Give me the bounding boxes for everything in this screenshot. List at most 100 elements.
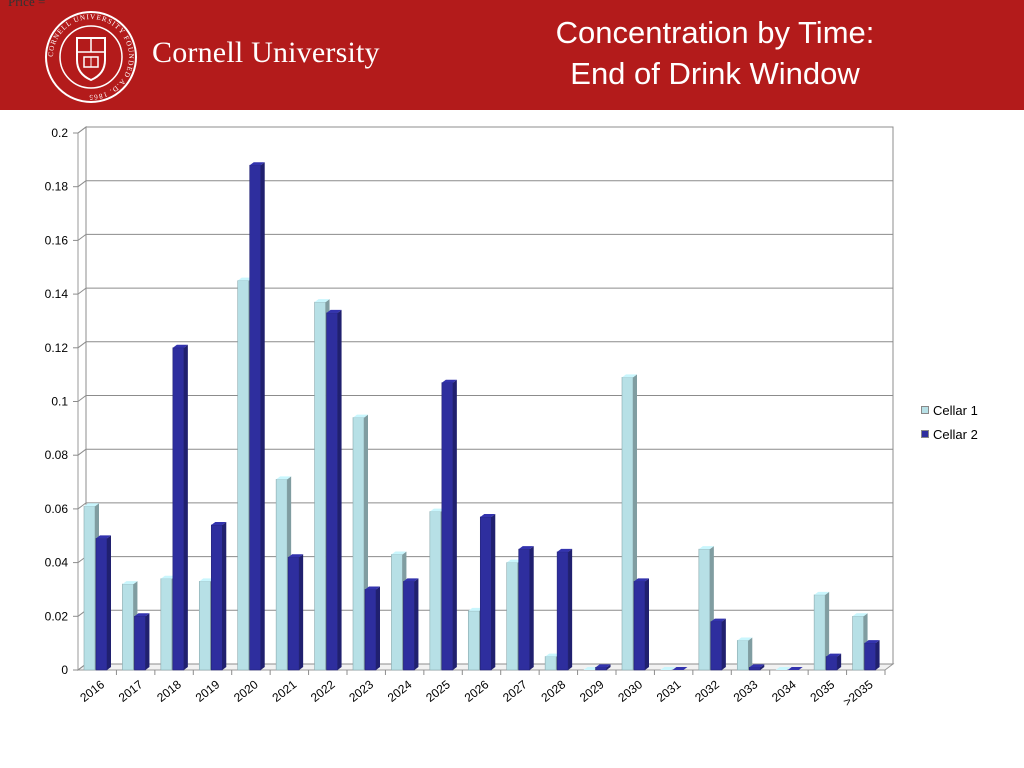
header-banner: Price = CORNELL UNIVERSITY FOUNDED A.D. … bbox=[0, 0, 1024, 110]
bar-cellar-1 bbox=[736, 640, 749, 671]
bar-top-cellar-2 bbox=[557, 548, 573, 552]
bar-cellar-2 bbox=[479, 516, 492, 671]
bar-top-cellar-2 bbox=[634, 578, 649, 582]
bar-side-cellar-2 bbox=[260, 162, 265, 670]
x-tick-label: 2030 bbox=[615, 677, 645, 705]
bar-cellar-2 bbox=[172, 347, 185, 671]
bar-cellar-2 bbox=[95, 538, 108, 671]
x-tick-label: 2021 bbox=[270, 677, 300, 705]
bar-cellar-1 bbox=[544, 656, 557, 671]
bar-top-cellar-2 bbox=[441, 379, 457, 383]
y-tick-label: 0.12 bbox=[45, 341, 69, 355]
gridline-side bbox=[77, 180, 87, 188]
bar-top-cellar-1 bbox=[775, 667, 791, 670]
bar-top-cellar-1 bbox=[814, 591, 830, 595]
bar-side-cellar-2 bbox=[760, 664, 765, 670]
x-tick-label: 2026 bbox=[462, 677, 492, 705]
bar-cellar-1 bbox=[852, 615, 864, 671]
bar-side-cellar-1 bbox=[748, 637, 753, 670]
x-tick-label: 2034 bbox=[769, 677, 799, 705]
bar-top-cellar-2 bbox=[826, 653, 842, 657]
bar-top-cellar-2 bbox=[249, 162, 265, 166]
cornell-seal-logo: CORNELL UNIVERSITY FOUNDED A.D. 1865 bbox=[45, 11, 137, 103]
gridline-side bbox=[77, 448, 87, 456]
bar-cellar-1 bbox=[813, 594, 826, 671]
legend-swatch-cellar-1 bbox=[921, 406, 929, 414]
x-tick-label: 2022 bbox=[308, 677, 338, 705]
slide-title-line-2: End of Drink Window bbox=[570, 56, 860, 91]
bar-chart: 0 0.02 0.04 0.06 0.08 0.1 0.12 0.14 0.16 0.18 0.2 2… bbox=[45, 126, 895, 709]
bar-cellar-1 bbox=[122, 583, 134, 671]
bar-top-cellar-1 bbox=[583, 667, 599, 670]
x-tick-label: 2025 bbox=[423, 677, 453, 705]
x-tick-label: 2023 bbox=[346, 677, 376, 705]
bar-cellar-1 bbox=[83, 505, 96, 671]
bar-cellar-2 bbox=[287, 556, 300, 671]
gridline-side bbox=[77, 502, 87, 510]
bar-side-cellar-2 bbox=[222, 522, 227, 670]
bar-top-cellar-1 bbox=[84, 503, 99, 507]
bar-cellar-2 bbox=[364, 589, 377, 671]
bar-cellar-1 bbox=[429, 511, 442, 671]
bar-top-cellar-2 bbox=[288, 554, 304, 558]
bar-top-cellar-2 bbox=[96, 535, 111, 539]
bar-side-cellar-2 bbox=[183, 344, 188, 670]
bar-top-cellar-2 bbox=[480, 513, 496, 517]
bar-top-cellar-2 bbox=[365, 586, 380, 590]
bar-cellar-2 bbox=[595, 667, 607, 671]
bar-cellar-1 bbox=[237, 280, 250, 671]
bar-cellar-2 bbox=[556, 551, 569, 671]
bar-side-cellar-2 bbox=[414, 578, 419, 670]
bar-cellar-2 bbox=[403, 581, 415, 671]
legend-swatch-cellar-2 bbox=[921, 430, 929, 438]
bar-cellar-1 bbox=[467, 610, 480, 671]
bar-side-cellar-2 bbox=[721, 618, 726, 670]
bar-top-cellar-1 bbox=[199, 578, 215, 582]
gridline-side bbox=[77, 126, 87, 134]
bar-top-cellar-1 bbox=[545, 653, 561, 657]
x-tick-label: 2035 bbox=[808, 677, 838, 705]
y-tick-label: 0.02 bbox=[45, 609, 69, 623]
bar-cellar-2 bbox=[249, 164, 262, 671]
legend-label-cellar-1: Cellar 1 bbox=[933, 402, 978, 418]
bar-top-cellar-2 bbox=[211, 522, 227, 526]
bar-top-cellar-1 bbox=[468, 607, 484, 611]
bar-side-cellar-2 bbox=[452, 379, 457, 670]
bar-cellar-2 bbox=[864, 642, 876, 671]
bar-top-cellar-1 bbox=[622, 374, 637, 378]
gridline-side bbox=[77, 341, 87, 349]
bar-cellar-2 bbox=[633, 581, 646, 671]
chart-legend: Cellar 1 Cellar 2 bbox=[921, 398, 978, 446]
bar-top-cellar-2 bbox=[403, 578, 419, 582]
bar-top-cellar-1 bbox=[160, 575, 176, 579]
y-tick-label: 0.04 bbox=[45, 556, 69, 570]
legend-item-cellar-2: Cellar 2 bbox=[921, 422, 978, 446]
bar-top-cellar-2 bbox=[172, 344, 188, 348]
bar-top-cellar-1 bbox=[314, 299, 330, 303]
bar-cellar-1 bbox=[506, 562, 519, 671]
bar-cellar-2 bbox=[210, 524, 223, 671]
bar-top-cellar-2 bbox=[326, 309, 342, 313]
bar-side-cellar-2 bbox=[606, 664, 611, 670]
x-tick-label: >2035 bbox=[840, 677, 875, 709]
bar-cellar-2 bbox=[326, 312, 338, 671]
legend-item-cellar-1: Cellar 1 bbox=[921, 398, 978, 422]
x-tick-label: 2016 bbox=[77, 677, 107, 705]
x-tick-label: 2018 bbox=[154, 677, 184, 705]
x-tick-label: 2027 bbox=[500, 677, 530, 705]
bar-cellar-2 bbox=[134, 615, 146, 671]
bar-cellar-1 bbox=[275, 479, 288, 671]
x-tick-label: 2024 bbox=[385, 677, 415, 705]
bar-top-cellar-1 bbox=[122, 581, 138, 585]
bar-cellar-2 bbox=[710, 621, 723, 671]
bar-side-cellar-2 bbox=[299, 554, 304, 670]
gridline-side bbox=[77, 287, 87, 295]
brand-wordmark: Cornell University bbox=[152, 36, 380, 69]
x-tick-label: 2028 bbox=[539, 677, 569, 705]
bar-side-cellar-2 bbox=[529, 546, 534, 670]
bar-top-cellar-2 bbox=[672, 667, 688, 670]
y-tick-label: 0.18 bbox=[45, 180, 69, 194]
bar-top-cellar-2 bbox=[787, 667, 803, 670]
slide-title: Concentration by Time: End of Drink Wind… bbox=[500, 12, 930, 94]
y-tick-label: 0.16 bbox=[45, 233, 69, 247]
